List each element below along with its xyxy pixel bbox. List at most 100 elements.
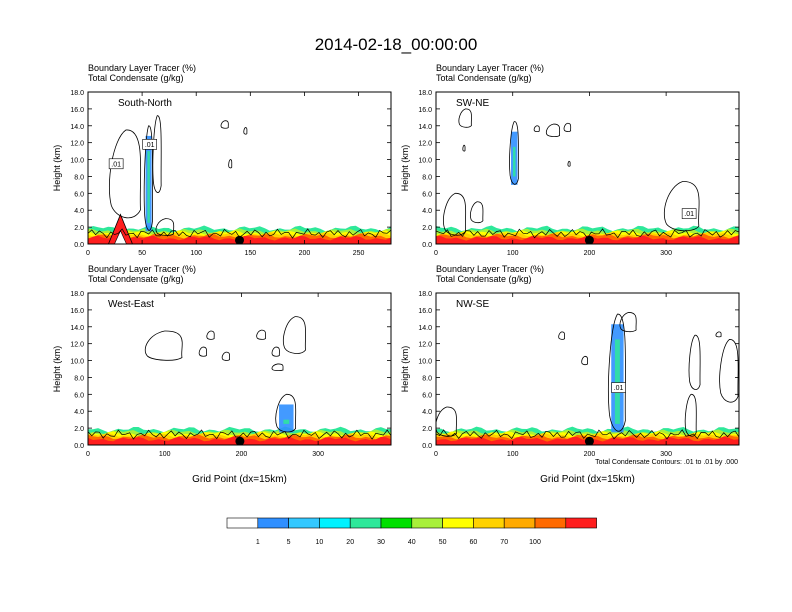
panels: Boundary Layer Tracer (%) Total Condensat… [52, 63, 740, 485]
contour-label: .01 [614, 385, 624, 392]
location-marker [584, 235, 594, 244]
y-tick-label: 14.0 [418, 124, 432, 131]
condensate-contour [558, 331, 566, 340]
y-tick-label: 6.0 [422, 392, 432, 399]
location-marker [584, 436, 594, 445]
condensate-contour [143, 125, 153, 231]
y-tick-label: 18.0 [70, 291, 84, 298]
y-tick-label: 8.0 [422, 375, 432, 382]
x-tick-label: 0 [434, 451, 438, 458]
contour-label-box [681, 208, 697, 219]
y-tick-label: 4.0 [422, 208, 432, 215]
colorbar-swatch [473, 517, 505, 529]
plot-frame [435, 292, 740, 446]
condensate-contour [228, 159, 233, 169]
x-tick-label: 50 [138, 250, 146, 257]
plume-core [283, 419, 290, 424]
y-axis-label: Height (km) [52, 145, 62, 192]
y-tick-label: 16.0 [418, 308, 432, 315]
x-tick-label: 0 [86, 250, 90, 257]
y-tick-label: 10.0 [70, 158, 84, 165]
y-tick-label: 2.0 [74, 426, 84, 433]
condensate-contour [275, 393, 297, 433]
x-axis-label: Grid Point (dx=15km) [540, 474, 635, 485]
contour-label: .01 [111, 161, 121, 168]
y-tick-label: 8.0 [74, 375, 84, 382]
colorbar-swatch [288, 517, 320, 529]
condensate-contour [470, 201, 484, 224]
condensate-contour [533, 125, 540, 133]
x-tick-label: 200 [299, 250, 311, 257]
condensate-contour [462, 144, 466, 152]
x-tick-label: 150 [244, 250, 256, 257]
field-label-condensate: Total Condensate (g/kg) [88, 274, 184, 284]
colorbar-swatch [503, 517, 536, 529]
y-tick-label: 12.0 [70, 342, 84, 349]
terrain-peak-inner [114, 229, 127, 244]
colorbar-swatch [349, 517, 382, 529]
y-tick-label: 8.0 [74, 174, 84, 181]
colorbar-label: 70 [500, 539, 508, 546]
y-axis-label: Height (km) [400, 346, 410, 393]
panel-title: NW-SE [456, 299, 489, 310]
field-label-condensate: Total Condensate (g/kg) [436, 73, 532, 83]
condensate-contour [256, 329, 266, 340]
y-tick-label: 18.0 [70, 90, 84, 97]
condensate-contour [144, 330, 183, 361]
x-tick-label: 300 [660, 451, 672, 458]
x-tick-label: 0 [434, 250, 438, 257]
condensate-contour [567, 160, 571, 167]
y-tick-label: 4.0 [422, 409, 432, 416]
y-tick-label: 0.0 [74, 242, 84, 249]
panel-4: Boundary Layer Tracer (%)Total Condensat… [400, 264, 740, 485]
y-axis-label: Height (km) [400, 145, 410, 192]
y-tick-label: 14.0 [70, 325, 84, 332]
colorbar-label: 1 [256, 539, 260, 546]
colorbar-swatch [257, 517, 289, 529]
colorbar-label: 5 [287, 539, 291, 546]
colorbar-label: 50 [439, 539, 447, 546]
y-tick-label: 2.0 [422, 225, 432, 232]
y-tick-label: 4.0 [74, 208, 84, 215]
contour-label: .01 [145, 142, 155, 149]
colorbar-label: 20 [346, 539, 354, 546]
x-tick-label: 100 [159, 451, 171, 458]
field-label-condensate: Total Condensate (g/kg) [436, 274, 532, 284]
y-tick-label: 2.0 [74, 225, 84, 232]
plume-core [512, 146, 516, 177]
condensate-contour [581, 355, 589, 366]
condensate-contour [458, 108, 472, 128]
colorbar-swatch [565, 517, 597, 529]
contour-note: Total Condensate Contours: .01 to .01 by… [595, 459, 738, 466]
plot-background [88, 293, 391, 445]
condensate-contour [283, 316, 307, 354]
colorbar-swatch [442, 517, 474, 529]
field-label-tracer: Boundary Layer Tracer (%) [88, 63, 196, 73]
panel-title: SW-NE [456, 98, 489, 109]
colorbar-swatch [380, 517, 413, 529]
x-axis-label: Grid Point (dx=15km) [192, 474, 287, 485]
x-tick-label: 0 [86, 451, 90, 458]
condensate-contour [155, 218, 175, 236]
plot-background [436, 293, 739, 445]
y-tick-label: 6.0 [74, 392, 84, 399]
colorbar-label: 100 [529, 539, 541, 546]
x-tick-label: 100 [507, 250, 519, 257]
condensate-contour [436, 406, 457, 437]
bl-contour [436, 429, 739, 440]
panel-3: Boundary Layer Tracer (%)Total Condensat… [52, 264, 392, 485]
condensate-contour [545, 123, 561, 138]
colorbar-swatch [411, 517, 443, 529]
y-tick-label: 2.0 [422, 426, 432, 433]
location-marker [235, 235, 244, 244]
colorbar-label: 30 [377, 539, 385, 546]
condensate-contour [608, 313, 626, 432]
plume-core [614, 339, 620, 424]
y-tick-label: 0.0 [422, 443, 432, 450]
plot-frame [435, 91, 740, 245]
x-tick-label: 300 [312, 451, 324, 458]
contour-label-box [611, 382, 626, 393]
plume-fill [279, 404, 294, 433]
x-tick-label: 200 [584, 451, 596, 458]
